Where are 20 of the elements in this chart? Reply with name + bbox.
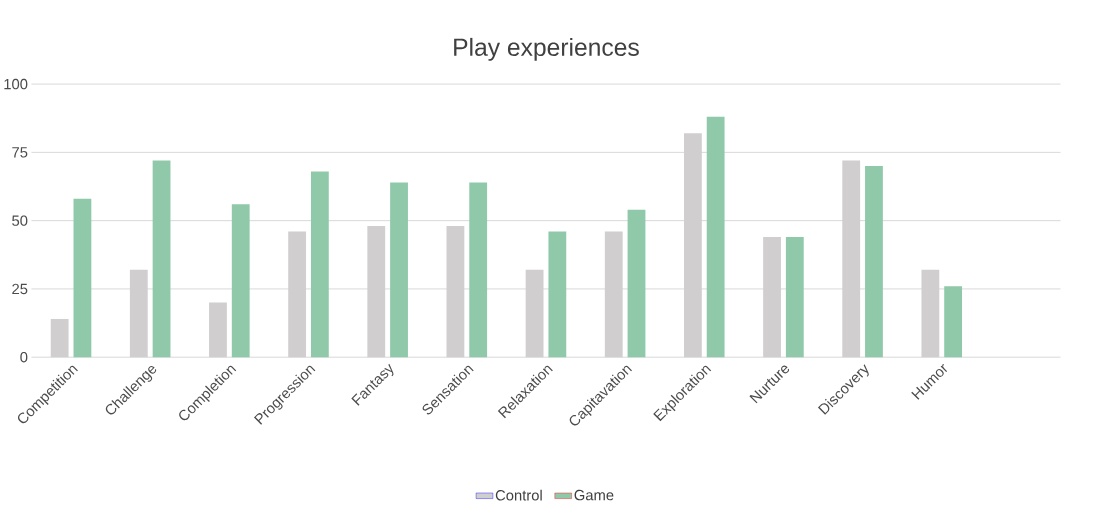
y-tick-label: 50 <box>12 215 28 226</box>
bar <box>548 231 567 357</box>
y-tick-label: 75 <box>12 147 28 158</box>
legend-label: Control <box>495 489 542 501</box>
bar <box>785 236 804 357</box>
bar <box>469 182 488 357</box>
bar <box>706 116 725 357</box>
y-tick-label: 0 <box>20 351 28 363</box>
bar <box>231 204 250 357</box>
bar <box>73 198 92 357</box>
bar <box>944 286 963 357</box>
chart-title: Play experiences <box>454 37 639 61</box>
y-tick-label: 100 <box>4 78 28 90</box>
bar <box>152 160 171 357</box>
y-tick-label: 25 <box>12 283 28 294</box>
bar <box>627 209 646 357</box>
bar <box>310 171 329 357</box>
bar <box>390 182 408 357</box>
legend-label: Game <box>574 489 614 501</box>
bar <box>865 165 883 357</box>
